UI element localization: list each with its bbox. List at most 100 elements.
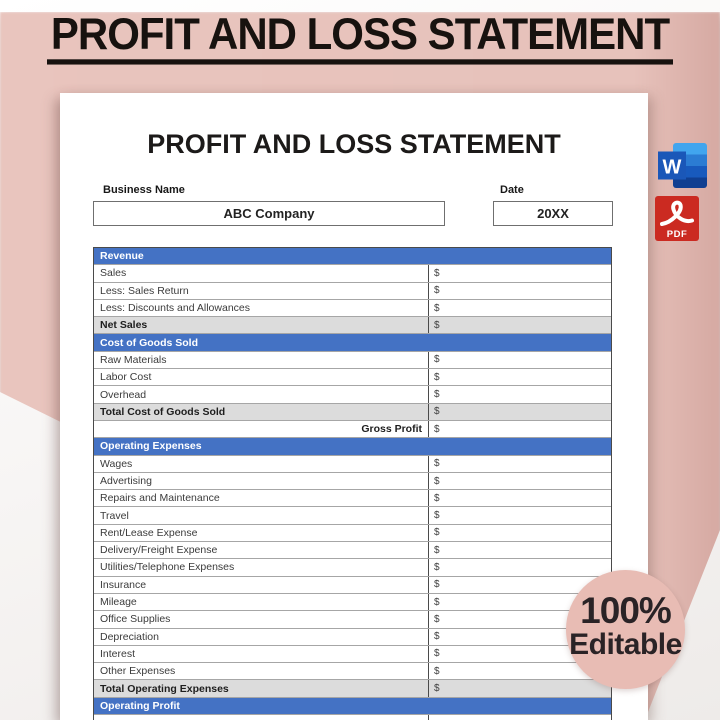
table-row <box>94 715 611 720</box>
ms-word-icon: W <box>658 143 707 188</box>
table-row: Labor Cost $ <box>94 369 611 387</box>
row-label: Total Cost of Goods Sold <box>100 405 226 418</box>
table-row: Overhead $ <box>94 386 611 404</box>
word-letter: W <box>663 157 682 179</box>
row-amount-field[interactable]: $ <box>428 265 611 282</box>
badge-line1: 100% <box>580 589 672 631</box>
row-amount-field[interactable]: $ <box>428 628 611 645</box>
table-row: Delivery/Freight Expense $ <box>94 542 611 560</box>
row-label: Less: Sales Return <box>100 284 189 297</box>
pdf-icon: PDF <box>655 196 699 241</box>
row-label: Insurance <box>100 578 147 591</box>
row-label: Interest <box>100 647 136 660</box>
table-row: Net Sales $ <box>94 317 611 335</box>
table-row: Total Cost of Goods Sold $ <box>94 403 611 421</box>
table-row: Wages $ <box>94 455 611 473</box>
row-amount-field[interactable] <box>428 715 611 720</box>
section-title: Operating Profit <box>100 699 180 712</box>
banner: PROFIT AND LOSS STATEMENT <box>0 10 720 65</box>
table-row: Less: Discounts and Allowances $ <box>94 299 611 318</box>
table-row: Depreciation $ <box>94 628 611 646</box>
row-label: Mileage <box>100 596 137 609</box>
table-row: Advertising $ <box>94 472 611 491</box>
row-label: Total Operating Expenses <box>100 682 229 695</box>
row-amount-field[interactable]: $ <box>428 524 611 542</box>
business-name-input[interactable]: ABC Company <box>93 201 445 226</box>
badge-line2: Editable <box>569 627 682 661</box>
table-row: Travel $ <box>94 507 611 525</box>
table-row: Office Supplies $ <box>94 611 611 629</box>
table-row: Repairs and Maintenance $ <box>94 490 611 508</box>
row-label: Delivery/Freight Expense <box>100 544 218 557</box>
row-label: Depreciation <box>100 630 159 643</box>
section-title: Operating Expenses <box>100 440 202 453</box>
row-amount-field[interactable]: $ <box>428 490 611 507</box>
row-amount-field[interactable]: $ <box>428 472 611 490</box>
table-row: Utilities/Telephone Expenses $ <box>94 559 611 577</box>
table-row: Sales $ <box>94 265 611 283</box>
table-row: Insurance $ <box>94 576 611 594</box>
row-label: Office Supplies <box>100 613 171 626</box>
row-amount-field[interactable]: $ <box>428 593 611 611</box>
row-amount-field[interactable]: $ <box>428 507 611 524</box>
word-document-pages <box>673 143 707 188</box>
row-label: Net Sales <box>100 319 148 332</box>
row-label: Other Expenses <box>100 665 176 678</box>
row-label: Raw Materials <box>100 353 167 366</box>
word-w-square <box>658 151 686 180</box>
table-row: Less: Sales Return $ <box>94 282 611 300</box>
section-title: Revenue <box>100 250 144 263</box>
business-name-label: Business Name <box>103 184 185 196</box>
row-label: Repairs and Maintenance <box>100 492 220 505</box>
table-row: Raw Materials $ <box>94 351 611 370</box>
row-amount-field[interactable]: $ <box>428 282 611 299</box>
row-label: Overhead <box>100 388 147 401</box>
row-amount-field[interactable]: $ <box>428 680 611 697</box>
section-header-row: Operating Expenses <box>94 438 611 456</box>
table-row: Interest $ <box>94 645 611 664</box>
date-input[interactable]: 20XX <box>493 201 613 226</box>
section-title: Cost of Goods Sold <box>100 336 198 349</box>
row-amount-field[interactable]: $ <box>428 299 611 317</box>
row-amount-field[interactable]: $ <box>428 455 611 472</box>
row-label: Wages <box>100 457 133 470</box>
table-row: Rent/Lease Expense $ <box>94 524 611 543</box>
row-amount-field[interactable]: $ <box>428 420 611 438</box>
row-amount-field[interactable]: $ <box>428 403 611 420</box>
row-amount-field[interactable]: $ <box>428 611 611 628</box>
pdf-label: PDF <box>667 229 688 240</box>
row-amount-field[interactable]: $ <box>428 663 611 680</box>
row-amount-field[interactable]: $ <box>428 645 611 663</box>
table-row: Other Expenses $ <box>94 663 611 681</box>
table-row: Mileage $ <box>94 593 611 612</box>
row-amount-field[interactable]: $ <box>428 351 611 369</box>
row-label: Sales <box>100 267 127 280</box>
document-title: PROFIT AND LOSS STATEMENT <box>147 129 561 159</box>
section-header-row: Operating Profit <box>94 697 611 716</box>
section-header-row: Revenue <box>94 248 611 266</box>
banner-title: PROFIT AND LOSS STATEMENT <box>46 10 674 65</box>
document-page: PROFIT AND LOSS STATEMENT Business Name … <box>60 93 648 720</box>
row-label: Rent/Lease Expense <box>100 526 198 539</box>
acrobat-loop-glyph <box>660 200 694 226</box>
row-amount-field[interactable]: $ <box>428 559 611 576</box>
row-label: Labor Cost <box>100 371 152 384</box>
editable-badge: 100% Editable <box>566 570 685 689</box>
profit-loss-table: Revenue Sales $ Less: Sales Return $ Less: Di… <box>93 247 612 720</box>
row-amount-field[interactable]: $ <box>428 369 611 386</box>
row-amount-field[interactable]: $ <box>428 576 611 593</box>
row-label <box>94 715 428 720</box>
row-label: Gross Profit <box>361 423 422 436</box>
row-label: Travel <box>100 509 129 522</box>
row-amount-field[interactable]: $ <box>428 317 611 334</box>
row-label: Advertising <box>100 475 152 487</box>
row-label: Utilities/Telephone Expenses <box>100 561 235 574</box>
section-header-row: Cost of Goods Sold <box>94 334 611 352</box>
table-row: Total Operating Expenses $ <box>94 680 611 698</box>
row-amount-field[interactable]: $ <box>428 386 611 403</box>
table-row: Gross Profit $ <box>94 420 611 439</box>
date-label: Date <box>500 184 524 196</box>
row-amount-field[interactable]: $ <box>428 542 611 559</box>
row-label: Less: Discounts and Allowances <box>100 302 250 315</box>
